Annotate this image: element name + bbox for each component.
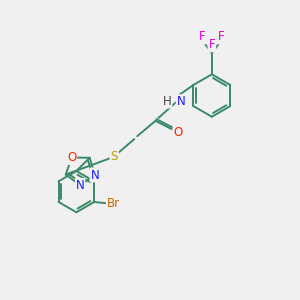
Text: O: O: [173, 125, 183, 139]
Text: Br: Br: [107, 197, 120, 210]
Text: F: F: [218, 30, 225, 44]
Text: O: O: [67, 151, 76, 164]
Text: N: N: [76, 179, 85, 192]
Text: S: S: [111, 150, 118, 163]
Text: F: F: [199, 30, 206, 44]
Text: H: H: [163, 94, 171, 108]
Text: N: N: [91, 169, 99, 182]
Text: N: N: [177, 95, 185, 108]
Text: F: F: [208, 38, 215, 51]
